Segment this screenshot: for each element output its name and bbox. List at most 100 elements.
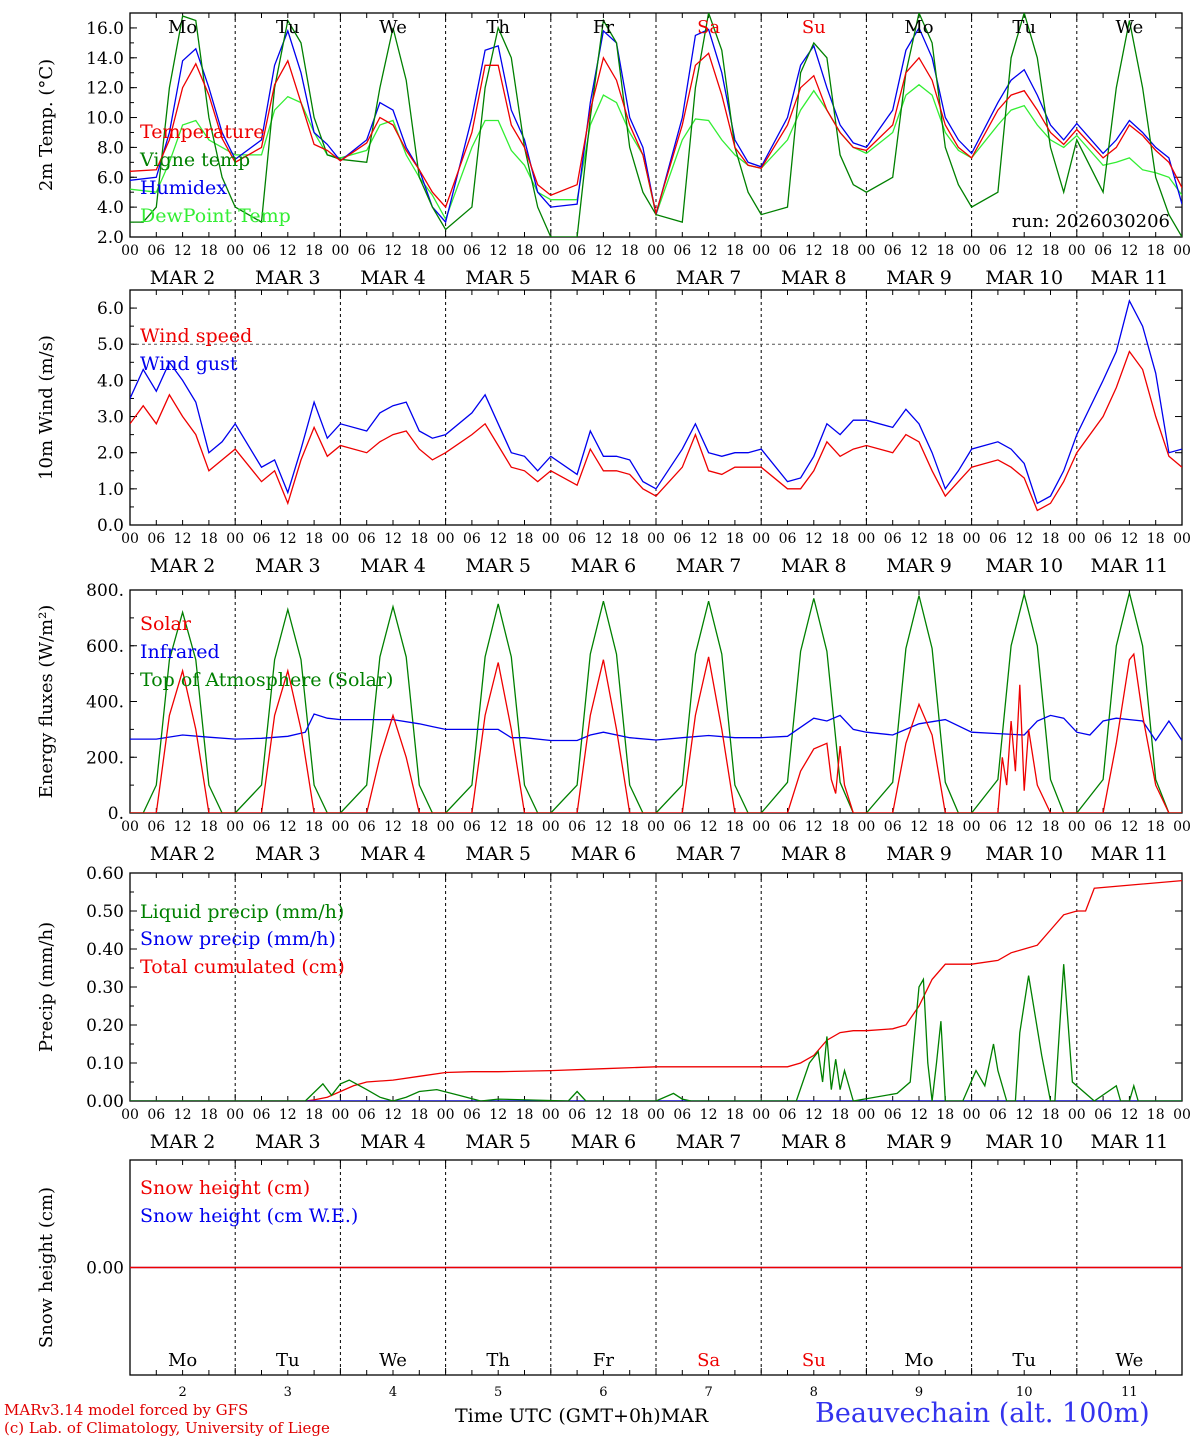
x-hour-label: 00	[857, 1107, 875, 1123]
x-hour-label: 12	[384, 243, 402, 259]
x-hour-label: 00	[1068, 1107, 1086, 1123]
x-hour-label: 06	[673, 1107, 691, 1123]
y-tick-label: 2.0	[97, 444, 124, 464]
x-hour-label: 00	[752, 819, 770, 835]
x-hour-label: 12	[489, 243, 507, 259]
x-hour-label: 18	[1147, 243, 1165, 259]
day-name: We	[1116, 1350, 1144, 1371]
day-name: Sa	[697, 1350, 720, 1371]
x-hour-label: 06	[989, 243, 1007, 259]
legend-entry: Snow height (cm)	[140, 1177, 310, 1199]
x-hour-label: 12	[489, 1107, 507, 1123]
x-date-label: MAR 11	[1091, 555, 1169, 577]
x-hour-label: 12	[700, 1107, 718, 1123]
y-tick-label: 3.0	[97, 408, 124, 428]
x-date-label: MAR 7	[676, 555, 742, 577]
station-name: Beauvechain (alt. 100m)	[815, 1398, 1150, 1429]
day-name: Mo	[168, 17, 197, 38]
x-hour-label: 00	[1068, 531, 1086, 547]
x-hour-label: 06	[1094, 243, 1112, 259]
x-hour-label: 18	[305, 819, 323, 835]
x-hour-label: 18	[831, 1107, 849, 1123]
legend-entry: Snow height (cm W.E.)	[140, 1205, 358, 1227]
panel-snow: 0.00 Snow height (cm) Snow height (cm) Snow…	[36, 1159, 1183, 1400]
x-hour-label: 00	[437, 819, 455, 835]
x-hour-label: 00	[542, 819, 560, 835]
y-tick-label: 10.0	[86, 109, 124, 129]
x-hour-label: 12	[384, 531, 402, 547]
day-number: 5	[494, 1385, 502, 1400]
x-hour-label: 18	[200, 819, 218, 835]
series-group	[130, 298, 1182, 512]
x-hour-label: 18	[621, 1107, 639, 1123]
x-hour-label: 18	[305, 243, 323, 259]
y-axis-label: 10m Wind (m/s)	[36, 335, 57, 480]
x-hour-label: 18	[726, 531, 744, 547]
series-group	[130, 592, 1182, 813]
x-hour-label: 00	[647, 819, 665, 835]
x-hour-label: 12	[174, 243, 192, 259]
x-hour-label: 06	[779, 243, 797, 259]
x-hour-label: 00	[331, 819, 349, 835]
x-hour-label: 06	[673, 819, 691, 835]
y-tick-label: 4.0	[97, 198, 124, 218]
x-hour-label: 00	[1173, 1107, 1191, 1123]
x-date-label: MAR 2	[150, 843, 216, 865]
x-hour-label: 06	[884, 531, 902, 547]
x-date-label: MAR 8	[781, 1131, 847, 1153]
x-hour-label: 12	[1120, 243, 1138, 259]
series-line-top-of-atmosphere-solar-	[130, 592, 1182, 813]
x-hour-label: 12	[384, 1107, 402, 1123]
x-hour-label: 12	[1015, 819, 1033, 835]
panel-wind: 0.0 1.0 2.0 3.0 4.0 5.0 6.0 10m Wind (m/s) Wind …	[36, 289, 1191, 577]
day-name: We	[379, 17, 407, 38]
x-hour-label: 00	[1173, 819, 1191, 835]
x-hour-label: 06	[568, 819, 586, 835]
x-hour-label: 18	[621, 531, 639, 547]
y-tick-label: 6.0	[97, 168, 124, 188]
series-line-solar	[130, 652, 1182, 813]
x-hour-label: 06	[147, 531, 165, 547]
x-date-label: MAR 10	[985, 1131, 1063, 1153]
y-tick-label: 5.0	[97, 335, 124, 355]
day-name: Th	[486, 17, 510, 38]
x-hour-label: 00	[542, 243, 560, 259]
series-line-vigne-temp	[130, 13, 1182, 237]
x-hour-label: 12	[279, 531, 297, 547]
x-hour-label: 12	[594, 531, 612, 547]
day-name: Tu	[1012, 17, 1036, 38]
day-name: Mo	[168, 1350, 197, 1371]
x-hour-label: 06	[779, 531, 797, 547]
y-tick-label: 4.0	[97, 371, 124, 391]
x-date-label: MAR 11	[1091, 1131, 1169, 1153]
x-hour-label: 18	[200, 243, 218, 259]
day-number: 4	[389, 1385, 397, 1400]
x-hour-label: 12	[1120, 819, 1138, 835]
x-hour-label: 00	[121, 531, 139, 547]
x-hour-label: 00	[963, 1107, 981, 1123]
x-hour-label: 00	[437, 243, 455, 259]
x-hour-label: 00	[752, 1107, 770, 1123]
x-hour-label: 06	[673, 531, 691, 547]
x-axis-month: MAR	[660, 1405, 709, 1427]
x-hour-label: 12	[279, 819, 297, 835]
x-hour-label: 00	[226, 243, 244, 259]
x-hour-label: 12	[805, 819, 823, 835]
legend-entry: DewPoint Temp	[140, 205, 291, 227]
x-hour-label: 06	[989, 1107, 1007, 1123]
x-hour-label: 06	[1094, 1107, 1112, 1123]
x-hour-label: 06	[1094, 531, 1112, 547]
x-date-label: MAR 6	[571, 555, 637, 577]
x-hour-label: 18	[1042, 531, 1060, 547]
day-number: 2	[178, 1385, 186, 1400]
x-hour-label: 12	[700, 243, 718, 259]
x-hour-label: 12	[279, 1107, 297, 1123]
y-tick-label: 16.0	[86, 19, 124, 39]
y-tick-label: 12.0	[86, 79, 124, 99]
x-date-label: MAR 7	[676, 1131, 742, 1153]
x-hour-label: 00	[542, 531, 560, 547]
day-name: Th	[486, 1350, 510, 1371]
x-hour-label: 00	[226, 819, 244, 835]
x-hour-label: 06	[147, 243, 165, 259]
y-tick-label: 6.0	[97, 299, 124, 319]
